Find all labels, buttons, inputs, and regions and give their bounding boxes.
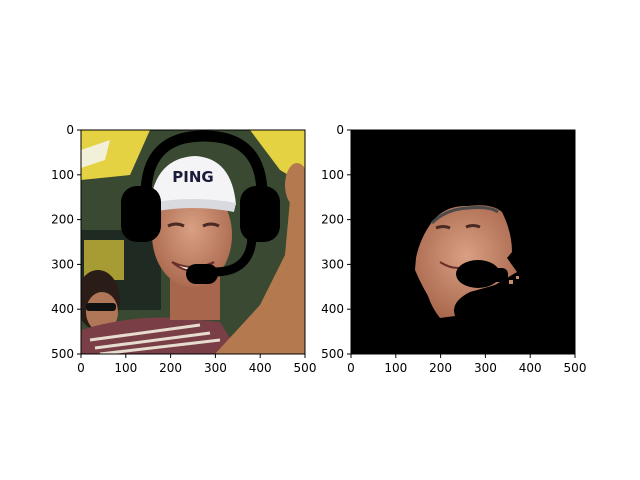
right-ear-cup (240, 186, 280, 242)
face-segment (415, 205, 517, 318)
right-xtick-label: 200 (429, 361, 452, 375)
left-ytick-label: 300 (51, 257, 74, 271)
left-ytick-label: 400 (51, 302, 74, 316)
right-xtick-label: 300 (474, 361, 497, 375)
headset-band (140, 130, 268, 196)
right-xtick-label: 400 (519, 361, 542, 375)
headset-icon (121, 130, 280, 284)
left-xtick-label: 500 (294, 361, 317, 375)
left-axes-frame (80, 129, 306, 355)
skin-fleck-2 (516, 276, 519, 279)
left-ytick-label: 100 (51, 168, 74, 182)
left-ytick-label: 500 (51, 347, 74, 361)
right-ytick-label: 100 (321, 168, 344, 182)
left-xtick-label: 400 (249, 361, 272, 375)
mic-cutout-boom (478, 268, 508, 282)
shirt-stripes (89, 323, 221, 354)
right-axes-frame (350, 129, 576, 355)
left-xtick-label: 300 (204, 361, 227, 375)
left-xtick-label: 0 (77, 361, 85, 375)
left-xtick-label: 100 (114, 361, 137, 375)
white-banner-stripe (81, 140, 110, 168)
left-ear-cup (121, 186, 161, 242)
left-ytick-label: 200 (51, 213, 74, 227)
cap-logo: PING (172, 168, 213, 186)
right-ytick-label: 400 (321, 302, 344, 316)
right-image (351, 130, 575, 354)
right-ytick-label: 0 (336, 123, 344, 137)
left-ytick-label: 0 (66, 123, 74, 137)
spectator-face (86, 292, 118, 332)
cap (150, 156, 236, 205)
left-image: PING (81, 130, 305, 354)
yellow-banner (81, 130, 150, 180)
microphone-head (186, 264, 218, 284)
mask-cap-edge (430, 206, 499, 225)
mask-eyes (435, 224, 481, 230)
right-xtick-label: 0 (347, 361, 355, 375)
right-ytick-label: 500 (321, 347, 344, 361)
cap-brim (150, 199, 236, 212)
right-xtick-label: 500 (564, 361, 587, 375)
eyes (167, 222, 220, 228)
right-ytick-label: 200 (321, 213, 344, 227)
right-xtick-label: 100 (384, 361, 407, 375)
left-xtick-label: 200 (159, 361, 182, 375)
right-ytick-label: 300 (321, 257, 344, 271)
fist (285, 163, 305, 207)
microphone-boom (213, 237, 257, 277)
raised-arm (215, 180, 305, 354)
skin-fleck-1 (509, 280, 513, 284)
spectator-sunglasses (86, 303, 116, 311)
